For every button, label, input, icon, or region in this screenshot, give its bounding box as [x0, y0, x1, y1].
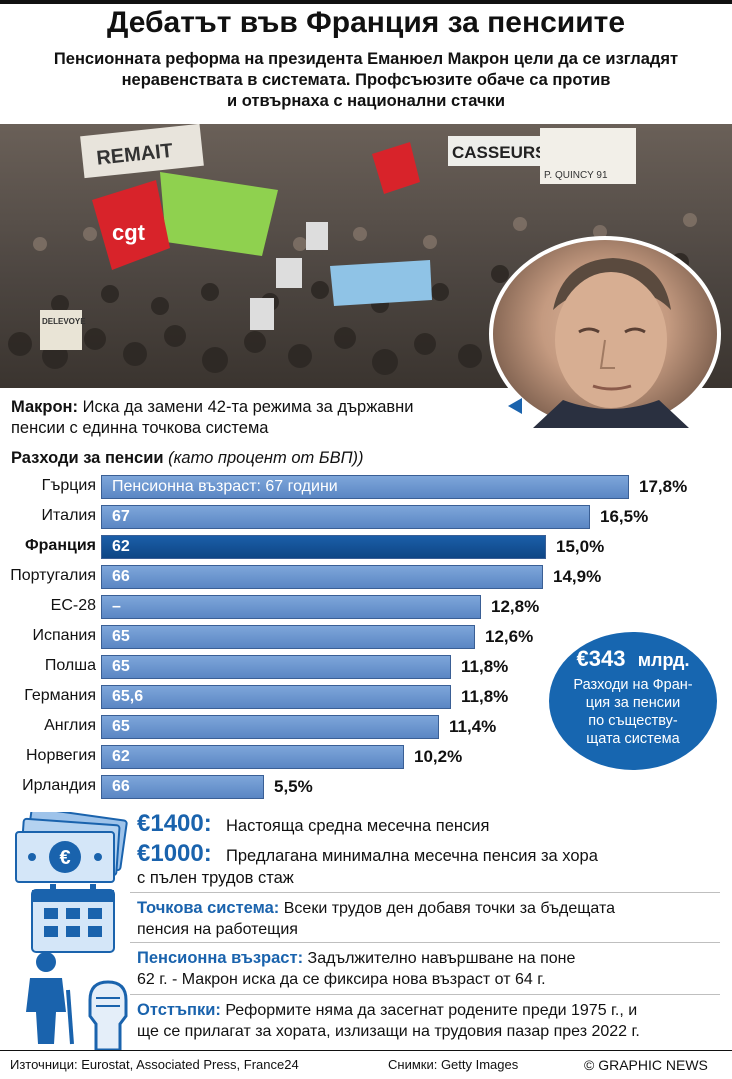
retirement-age-info: Пенсионна възраст: Задължително навършва…	[137, 948, 722, 990]
chart-bar: 62	[101, 745, 404, 769]
chart-category-label: Норвегия	[25, 747, 96, 764]
chart-bar: 65	[101, 715, 439, 739]
chart-category-label: Германия	[24, 687, 96, 704]
chart-bar: 67	[101, 505, 590, 529]
chart-category-label: ЕС-28	[50, 597, 96, 614]
concessions-text: ще се прилагат за хората, излизащи на тр…	[137, 1023, 640, 1040]
chart-bar: –	[101, 595, 481, 619]
points-system-info: Точкова система: Всеки трудов ден добавя…	[137, 898, 722, 940]
chart-bar: 65,6	[101, 685, 451, 709]
concessions-text: Реформите няма да засегнат родените пред…	[225, 1002, 638, 1019]
chart-category-label: Гърция	[41, 477, 96, 494]
chart-bar: 66	[101, 565, 543, 589]
chart-value-label: 11,8%	[461, 657, 509, 676]
portrait-illustration	[533, 258, 689, 428]
spending-description: Разходи на Фран- ция за пенсии по същест…	[549, 676, 717, 748]
sign-text: DELEVOYE	[42, 317, 86, 326]
points-system-label: Точкова система:	[137, 899, 280, 917]
points-system-text: пенсия на работещия	[137, 921, 298, 938]
chart-category-label: Италия	[41, 507, 96, 524]
chart-value-label: 12,6%	[485, 627, 534, 646]
spending-description-line: Разходи на Фран-	[573, 677, 693, 693]
chart-bar: 65	[101, 625, 475, 649]
spending-circle: €343 млрд. Разходи на Фран- ция за пенси…	[549, 632, 717, 770]
chart-value-label: 11,4%	[449, 717, 497, 736]
spending-amount-value: €343	[576, 646, 626, 671]
avg-pension-amount: €1400:	[137, 810, 212, 837]
macron-label: Макрон:	[11, 398, 78, 416]
divider	[130, 994, 720, 995]
svg-text:€: €	[59, 847, 70, 869]
page-title: Дебатът във Франция за пенсиите	[106, 6, 626, 39]
concessions-label: Отстъпки:	[137, 1001, 221, 1019]
min-pension-amount: €1000:	[137, 840, 212, 867]
chart-value-label: 11,8%	[461, 687, 509, 706]
chart-value-label: 12,8%	[491, 597, 540, 616]
points-system-text: Всеки трудов ден добавя точки за бъдещат…	[283, 900, 615, 917]
chart-bar: Пенсионна възраст: 67 години	[101, 475, 629, 499]
raised-fist-icon	[82, 976, 134, 1055]
min-pension-text: Предлагана минимална месечна пенсия за х…	[226, 845, 598, 867]
sign-text: CASSEURS	[452, 143, 546, 162]
spending-amount-unit: млрд.	[637, 650, 690, 670]
macron-statement: Макрон: Иска да замени 42-та режима за д…	[11, 397, 501, 439]
chart-subtitle: (като процент от БВП))	[168, 449, 364, 467]
chart-category-label: Полша	[44, 657, 96, 674]
chart-category-label: Ирландия	[22, 777, 96, 794]
subtitle-line: Пенсионната реформа на президента Еманюе…	[53, 50, 679, 68]
chart-bar: 62	[101, 535, 546, 559]
chart-value-label: 10,2%	[414, 747, 463, 766]
avg-pension-text: Настояща средна месечна пенсия	[226, 817, 490, 835]
chart-bar: 65	[101, 655, 451, 679]
spending-amount: €343 млрд.	[549, 646, 717, 672]
chart-value-label: 15,0%	[556, 537, 605, 556]
sign-text: P. QUINCY 91	[544, 170, 608, 181]
sign-text: cgt	[112, 220, 146, 245]
spending-description-line: ция за пенсии	[585, 695, 681, 711]
elderly-person-icon	[6, 950, 86, 1051]
chart-value-label: 5,5%	[274, 777, 313, 796]
top-rule	[0, 0, 732, 4]
chart-category-label: Португалия	[10, 567, 96, 584]
macron-text: пенсии с единна точкова система	[11, 419, 269, 437]
macron-portrait	[489, 236, 721, 432]
chart-category-label: Франция	[25, 537, 96, 554]
divider	[130, 942, 720, 943]
chart-value-label: 14,9%	[553, 567, 602, 586]
pension-spending-chart: Гърция Пенсионна възраст: 67 години 17,8% И…	[0, 474, 732, 804]
footer-photos: Снимки: Getty Images	[388, 1057, 519, 1072]
spending-description-line: щата система	[586, 731, 680, 747]
protest-crowd-illustration: REMAIT CASSEURS P. QUINCY 91 cgt DELEVOY…	[8, 124, 697, 375]
retirement-age-text: Задължително навършване на поне	[307, 950, 576, 967]
chart-category-label: Испания	[32, 627, 97, 644]
euro-banknotes-icon: €	[14, 806, 128, 891]
min-pension-text-line: Предлагана минимална месечна пенсия за х…	[226, 847, 598, 865]
min-pension-text-line2: с пълен трудов стаж	[137, 869, 294, 887]
chart-bar: 66	[101, 775, 264, 799]
portrait-pointer	[508, 398, 522, 414]
page-subtitle: Пенсионната реформа на президента Еманюе…	[10, 49, 722, 112]
concessions-info: Отстъпки: Реформите няма да засегнат род…	[137, 1000, 722, 1042]
chart-title: Разходи за пенсии (като процент от БВП))	[11, 449, 364, 468]
footer-credit: © GRAPHIC NEWS	[584, 1057, 708, 1073]
divider	[130, 892, 720, 893]
chart-title-text: Разходи за пенсии	[11, 449, 164, 467]
calendar-icon	[30, 884, 116, 959]
retirement-age-label: Пенсионна възраст:	[137, 949, 304, 967]
footer-rule	[0, 1050, 732, 1051]
chart-value-label: 17,8%	[639, 477, 688, 496]
subtitle-line: и отвърнаха с национални стачки	[227, 92, 505, 110]
spending-description-line: по съществу-	[588, 713, 678, 729]
subtitle-line: неравенствата в системата. Профсъюзите о…	[121, 71, 611, 89]
retirement-age-text: 62 г. - Макрон иска да се фиксира нова в…	[137, 971, 546, 988]
macron-text: Иска да замени 42-та режима за държавни	[82, 398, 414, 416]
footer-sources: Източници: Eurostat, Associated Press, F…	[10, 1057, 299, 1072]
chart-value-label: 16,5%	[600, 507, 649, 526]
chart-category-label: Англия	[44, 717, 96, 734]
